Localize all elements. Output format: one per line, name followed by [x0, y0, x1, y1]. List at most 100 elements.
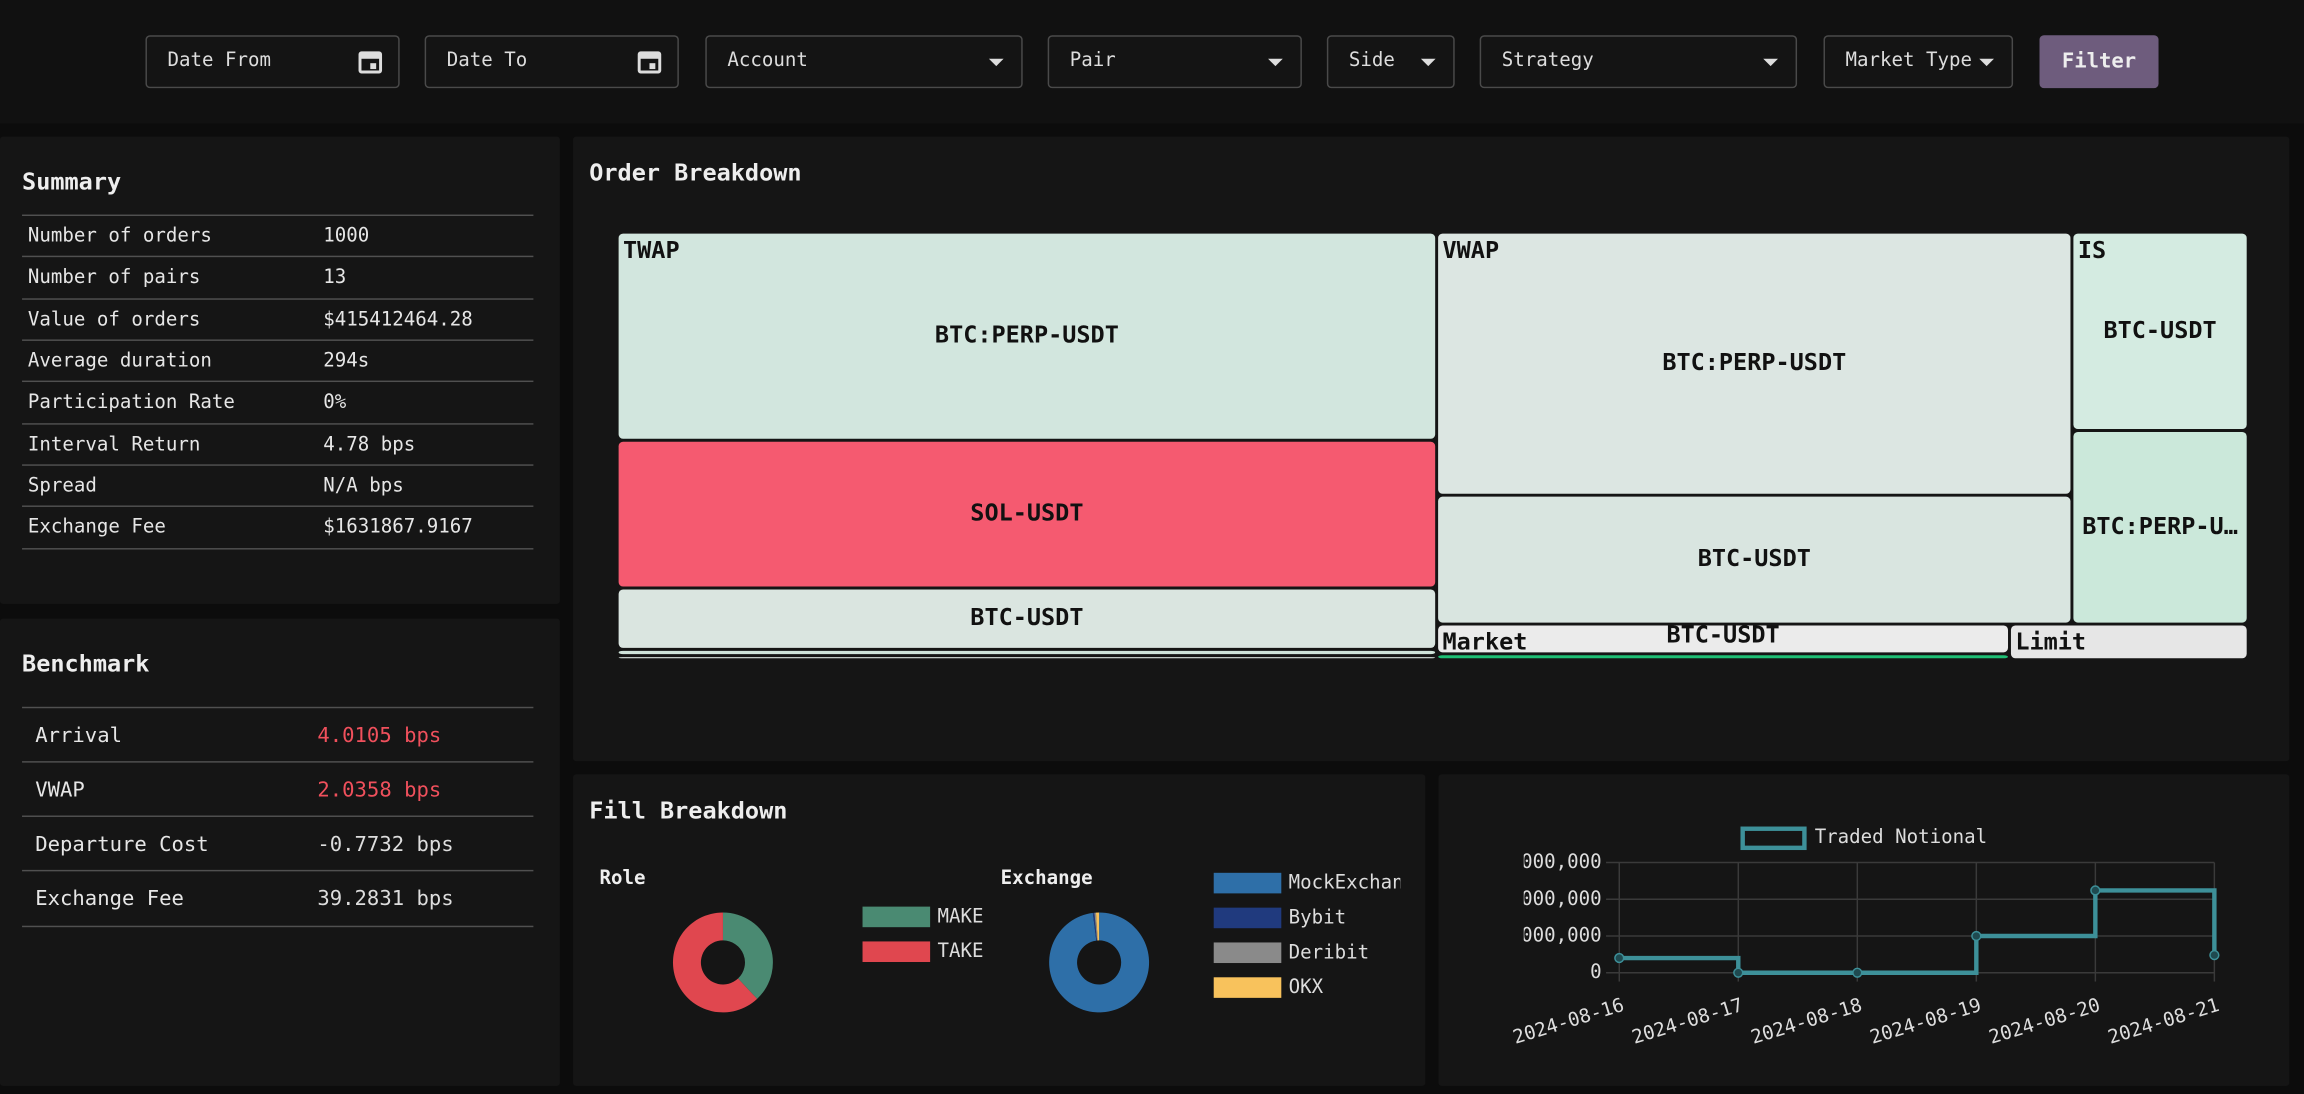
- market-type-select[interactable]: Market Type: [1823, 35, 2014, 89]
- tile-label: BTC:PERP-USDT: [1662, 348, 1846, 376]
- summary-label: Participation Rate: [27, 392, 235, 415]
- x-tick-label: 2024-08-20: [1986, 993, 2103, 1049]
- strategy-label: Strategy: [1501, 49, 1594, 73]
- filter-bar: Date From Date To Account Pair Side Stra…: [0, 0, 2304, 124]
- summary-value: 1000: [323, 225, 370, 248]
- legend-label: TAKE: [937, 939, 983, 962]
- summary-value: 4.78 bps: [323, 433, 416, 456]
- data-point: [2209, 949, 2220, 961]
- benchmark-row: VWAP 2.0358 bps: [22, 761, 534, 817]
- group-label: IS: [2078, 236, 2106, 264]
- x-tick-label: 2024-08-17: [1629, 993, 1746, 1049]
- summary-label: Value of orders: [27, 308, 201, 331]
- date-from-input[interactable]: Date From: [145, 35, 400, 89]
- legend-label: Bybit: [1289, 905, 1346, 928]
- data-point: [2090, 885, 2101, 896]
- group-label: Limit: [2015, 628, 2086, 656]
- x-tick-label: 2024-08-18: [1748, 993, 1865, 1049]
- summary-label: Number of pairs: [27, 267, 201, 290]
- donut-title: Role: [600, 866, 646, 889]
- data-point: [1614, 952, 1625, 964]
- benchmark-value: -0.7732 bps: [317, 832, 454, 856]
- group-label: Market: [1443, 628, 1528, 656]
- donut-slice: [1092, 912, 1098, 941]
- calendar-icon: [358, 51, 383, 74]
- account-label: Account: [727, 49, 808, 73]
- tile-label: BTC-USDT: [1666, 620, 1779, 648]
- summary-row: Number of orders 1000: [22, 214, 534, 258]
- y-tick-label: 200,000,000: [1475, 887, 1601, 910]
- benchmark-value: 2.0358 bps: [317, 778, 442, 802]
- strategy-select[interactable]: Strategy: [1479, 35, 1798, 89]
- x-tick-label: 2024-08-19: [1867, 993, 1984, 1049]
- benchmark-row: Arrival 4.0105 bps: [22, 706, 534, 763]
- group-label: TWAP: [623, 236, 680, 264]
- side-select[interactable]: Side: [1326, 35, 1455, 89]
- date-to-input[interactable]: Date To: [424, 35, 679, 89]
- data-point: [1733, 967, 1744, 978]
- data-point: [1852, 967, 1863, 978]
- calendar-icon: [637, 51, 662, 74]
- summary-value: 0%: [323, 392, 347, 415]
- treemap-tile: [1438, 625, 2009, 653]
- legend-swatch: [1213, 977, 1282, 998]
- y-tick-label: 0: [1590, 960, 1602, 983]
- donut-slice: [722, 912, 773, 999]
- summary-row: Spread N/A bps: [22, 464, 534, 507]
- donut-slice: [1049, 912, 1150, 1013]
- tile-label: BTC-USDT: [970, 603, 1083, 631]
- date-from-label: Date From: [167, 49, 272, 73]
- tile-label: BTC-USDT: [2103, 316, 2216, 344]
- treemap-tile: [618, 589, 1436, 648]
- x-tick-label: 2024-08-21: [2105, 993, 2222, 1049]
- legend-swatch: [862, 906, 931, 928]
- summary-row: Interval Return 4.78 bps: [22, 422, 534, 465]
- summary-row: Exchange Fee $1631867.9167: [22, 505, 534, 551]
- order-breakdown-title: Order Breakdown: [589, 158, 802, 187]
- legend-swatch: [1213, 942, 1282, 964]
- benchmark-label: Exchange Fee: [35, 886, 184, 911]
- treemap-tile: [1438, 233, 2071, 494]
- treemap-tile: [618, 650, 1436, 655]
- donut-slice: [1094, 912, 1098, 941]
- tile-label: BTC:PERP-USDT: [935, 321, 1119, 349]
- benchmark-label: VWAP: [35, 778, 85, 802]
- summary-label: Exchange Fee: [27, 516, 166, 539]
- group-label: VWAP: [1443, 236, 1500, 264]
- benchmark-row: Departure Cost -0.7732 bps: [22, 815, 534, 872]
- summary-label: Average duration: [27, 350, 212, 373]
- treemap-tile: [1438, 655, 2009, 659]
- benchmark-row: Exchange Fee 39.2831 bps: [22, 869, 534, 928]
- benchmark-label: Departure Cost: [35, 832, 209, 856]
- filter-button[interactable]: Filter: [2039, 35, 2159, 89]
- treemap-tile: [618, 441, 1436, 587]
- step-line: [1619, 888, 2217, 975]
- donut-title: Exchange: [1001, 866, 1093, 889]
- fill-breakdown-title: Fill Breakdown: [589, 796, 788, 825]
- summary-value: N/A bps: [323, 475, 404, 498]
- summary-panel: Summary Number of orders 1000 Number of pa…: [0, 136, 560, 604]
- notional-panel: [1438, 774, 2290, 1086]
- side-label: Side: [1348, 49, 1395, 73]
- account-select[interactable]: Account: [705, 35, 1023, 89]
- summary-label: Interval Return: [27, 433, 201, 456]
- summary-row: Number of pairs 13: [22, 256, 534, 299]
- tile-label: BTC-USDT: [1698, 544, 1811, 572]
- summary-row: Value of orders $415412464.28: [22, 297, 534, 341]
- date-to-label: Date To: [446, 49, 528, 73]
- tile-label: BTC:PERP-U…: [2082, 512, 2238, 540]
- legend-swatch: [1740, 826, 1807, 851]
- pair-label: Pair: [1069, 49, 1116, 73]
- legend-label: MAKE: [937, 904, 983, 927]
- legend-label: Traded Notional: [1815, 825, 1987, 848]
- summary-value: $415412464.28: [323, 308, 473, 331]
- legend-swatch: [1213, 907, 1282, 929]
- pair-select[interactable]: Pair: [1047, 35, 1302, 89]
- summary-value: 294s: [323, 350, 370, 373]
- benchmark-title: Benchmark: [22, 649, 150, 678]
- summary-title: Summary: [22, 167, 122, 196]
- treemap-tile: [618, 657, 1436, 659]
- benchmark-panel: Benchmark Arrival 4.0105 bps VWAP 2.0358 bp…: [0, 618, 560, 1086]
